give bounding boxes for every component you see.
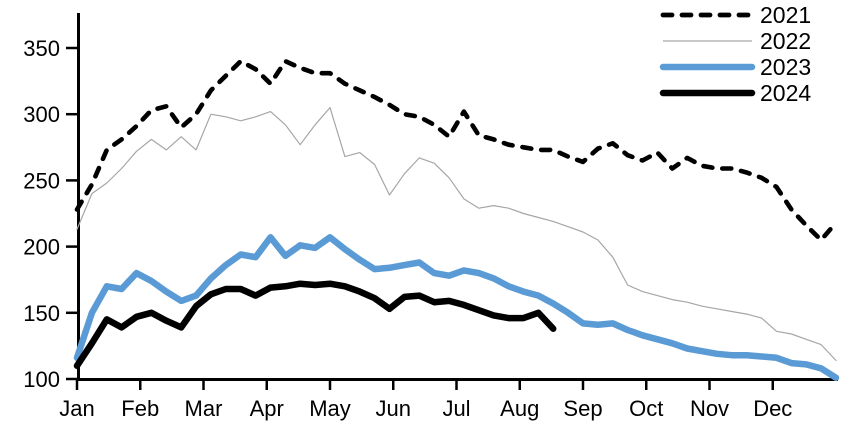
series-2024-line [73,280,557,370]
x-tick-label: Apr [250,396,284,421]
x-tick-label: Feb [121,396,159,421]
y-tick-label: 150 [23,301,60,326]
series-2023-line [73,234,840,381]
x-tick-label: Dec [753,396,792,421]
y-tick-label: 300 [23,102,60,127]
series-2022-line [76,106,837,362]
legend-label-2023: 2023 [760,54,811,80]
legend-label-2021: 2021 [760,2,811,28]
x-tick-label: Jun [376,396,411,421]
y-tick-label: 350 [23,36,60,61]
x-tick-label: May [309,396,351,421]
series-lines [73,58,840,381]
x-tick-label: Jan [59,396,94,421]
series-2021-line [74,58,839,243]
x-tick-label: Oct [629,396,663,421]
y-tick-label: 100 [23,367,60,392]
x-tick-label: Nov [690,396,729,421]
x-tick-label: Mar [185,396,223,421]
x-tick-label: Sep [563,396,602,421]
y-tick-label: 200 [23,235,60,260]
y-tick-label: 250 [23,168,60,193]
axes: 350 300 250 200 150 100 Jan Feb Mar Apr May Jun Jul A… [23,13,838,421]
legend-label-2022: 2022 [760,28,811,54]
x-tick-label: Aug [500,396,539,421]
x-tick-label: Jul [442,396,470,421]
legend: 2021 2022 2023 2024 [659,2,811,106]
legend-label-2024: 2024 [760,80,811,106]
